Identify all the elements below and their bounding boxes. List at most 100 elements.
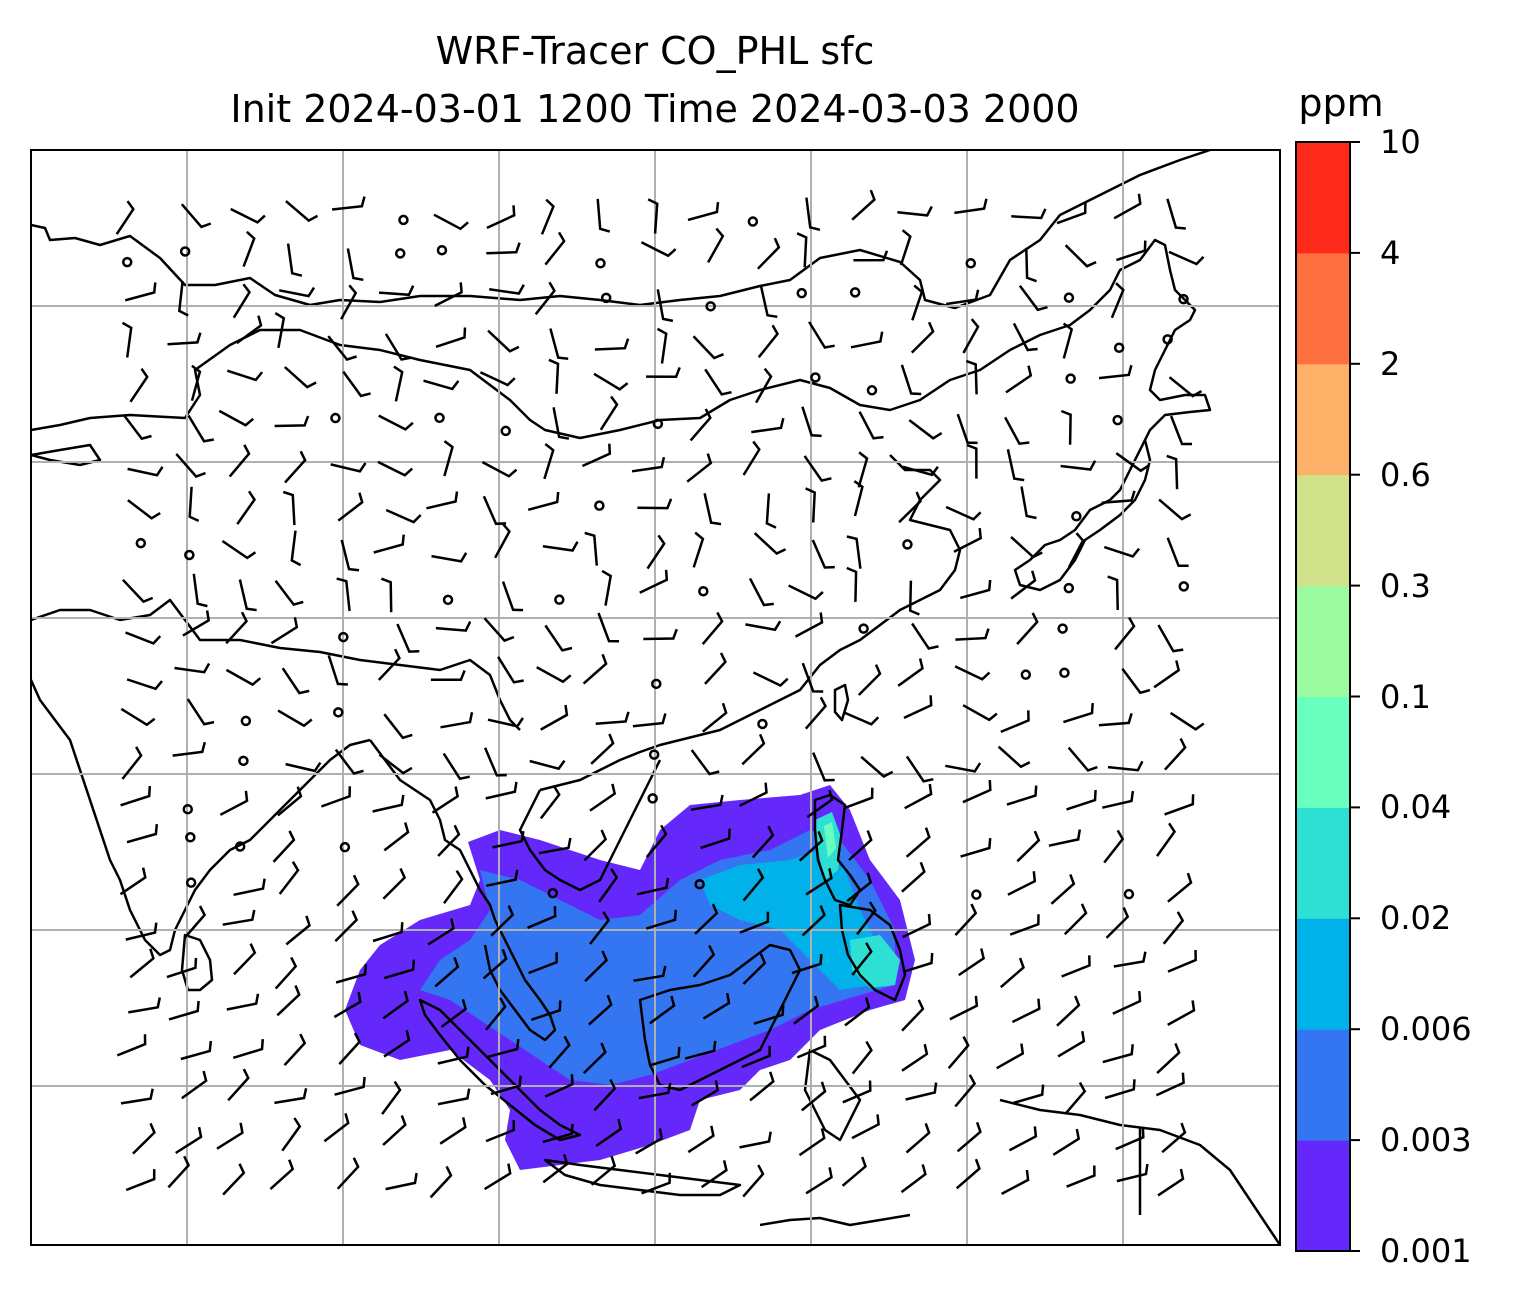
colorbar-swatch-0 bbox=[1296, 1140, 1350, 1252]
wind-barb bbox=[534, 281, 556, 316]
wind-barb bbox=[1169, 415, 1192, 446]
wind-barb bbox=[124, 282, 157, 302]
wind-barb bbox=[954, 198, 988, 215]
wind-barb bbox=[490, 905, 515, 937]
wind-barb bbox=[911, 622, 939, 650]
wind-barb bbox=[757, 324, 780, 359]
wind-barb bbox=[378, 414, 414, 431]
wind-barb bbox=[996, 1043, 1025, 1070]
wind-barb bbox=[1064, 244, 1097, 268]
wind-barb bbox=[848, 830, 873, 861]
wind-barb bbox=[1163, 737, 1187, 771]
wind-barb bbox=[218, 409, 255, 427]
wind-barb bbox=[646, 366, 681, 378]
wind-barb bbox=[166, 957, 198, 979]
wind-barb bbox=[753, 1004, 785, 1025]
wind-barb bbox=[1113, 951, 1147, 968]
wind-barb bbox=[1105, 907, 1130, 939]
wind-barb bbox=[181, 1070, 208, 1100]
wind-barb-calm bbox=[394, 248, 406, 259]
wind-barb-calm bbox=[849, 287, 861, 298]
wind-barb bbox=[382, 867, 407, 900]
wind-barb bbox=[1006, 785, 1038, 806]
wind-barb bbox=[645, 824, 668, 858]
wind-barb bbox=[954, 903, 978, 936]
border-india-china bbox=[31, 598, 521, 731]
wind-barb bbox=[242, 230, 256, 268]
wind-barb bbox=[739, 782, 768, 807]
wind-barb bbox=[277, 709, 313, 728]
wind-barb bbox=[1103, 829, 1125, 864]
wind-barb bbox=[853, 250, 889, 262]
wind-barb bbox=[702, 702, 728, 733]
wind-barb-calm bbox=[1065, 373, 1076, 384]
wind-barb bbox=[751, 417, 785, 434]
wind-barb bbox=[434, 956, 460, 988]
wind-barb bbox=[336, 874, 360, 907]
wind-barb bbox=[804, 696, 828, 730]
wind-barb bbox=[643, 628, 678, 641]
wind-barb bbox=[1156, 1042, 1181, 1075]
coast-philippines-south bbox=[838, 903, 907, 1002]
wind-barb bbox=[902, 913, 932, 939]
wind-barb bbox=[187, 414, 215, 443]
wind-barb-calm bbox=[1063, 292, 1075, 303]
wind-barb bbox=[582, 1042, 607, 1074]
wind-barb bbox=[690, 749, 720, 776]
wind-barb bbox=[1121, 667, 1151, 695]
wind-barb bbox=[381, 1080, 402, 1115]
wind-barb bbox=[905, 755, 934, 783]
gridlines bbox=[31, 150, 1280, 1245]
wind-barb bbox=[549, 328, 569, 360]
wind-barb-calm bbox=[595, 258, 606, 269]
wind-barb bbox=[801, 662, 824, 693]
wind-barb bbox=[955, 1158, 981, 1190]
wind-barb bbox=[594, 338, 630, 351]
wind-barb-calm bbox=[757, 718, 768, 730]
wind-barb bbox=[901, 861, 926, 893]
wind-barb bbox=[597, 612, 620, 643]
wind-barb bbox=[1166, 198, 1186, 230]
wind-barb-calm bbox=[333, 707, 344, 718]
wind-barb bbox=[846, 535, 862, 569]
wind-barb bbox=[330, 462, 367, 473]
wind-barb bbox=[1009, 914, 1040, 936]
wind-barb bbox=[999, 957, 1025, 989]
wind-barb bbox=[647, 198, 659, 234]
wind-barb-calm bbox=[182, 803, 194, 815]
wind-barb bbox=[857, 664, 882, 696]
wind-barb bbox=[581, 443, 612, 468]
wind-barb bbox=[489, 284, 525, 295]
wind-barb bbox=[1013, 1084, 1045, 1105]
wind-barb bbox=[378, 285, 415, 297]
wind-barb bbox=[426, 491, 459, 510]
wind-barb bbox=[233, 878, 266, 897]
coast-india-west bbox=[31, 679, 371, 957]
wind-barb bbox=[901, 999, 925, 1032]
wind-barb bbox=[1066, 790, 1097, 811]
wind-barb bbox=[1018, 284, 1048, 312]
wind-barb-calm bbox=[600, 292, 612, 304]
wind-barb bbox=[739, 1131, 772, 1149]
wind-barb bbox=[116, 1034, 147, 1057]
wind-barb-calm bbox=[594, 500, 605, 511]
wind-barb bbox=[753, 532, 787, 555]
tracer-plume bbox=[345, 785, 915, 1170]
plume-level-0.006 bbox=[700, 850, 880, 990]
wind-barb bbox=[290, 530, 302, 567]
wind-barb bbox=[437, 1046, 470, 1065]
wind-barb bbox=[1020, 486, 1037, 520]
wind-barb bbox=[805, 868, 833, 896]
wind-barb bbox=[485, 869, 519, 888]
wind-barb bbox=[1157, 1168, 1185, 1197]
wind-barb bbox=[542, 541, 579, 552]
wind-barb bbox=[946, 289, 980, 306]
wind-barb bbox=[427, 918, 455, 946]
wind-barb bbox=[284, 450, 307, 484]
wind-barb bbox=[340, 539, 360, 572]
wind-barb bbox=[962, 318, 980, 354]
wind-barb bbox=[340, 284, 358, 320]
wind-barb bbox=[222, 1163, 246, 1196]
wind-barb bbox=[225, 611, 249, 645]
